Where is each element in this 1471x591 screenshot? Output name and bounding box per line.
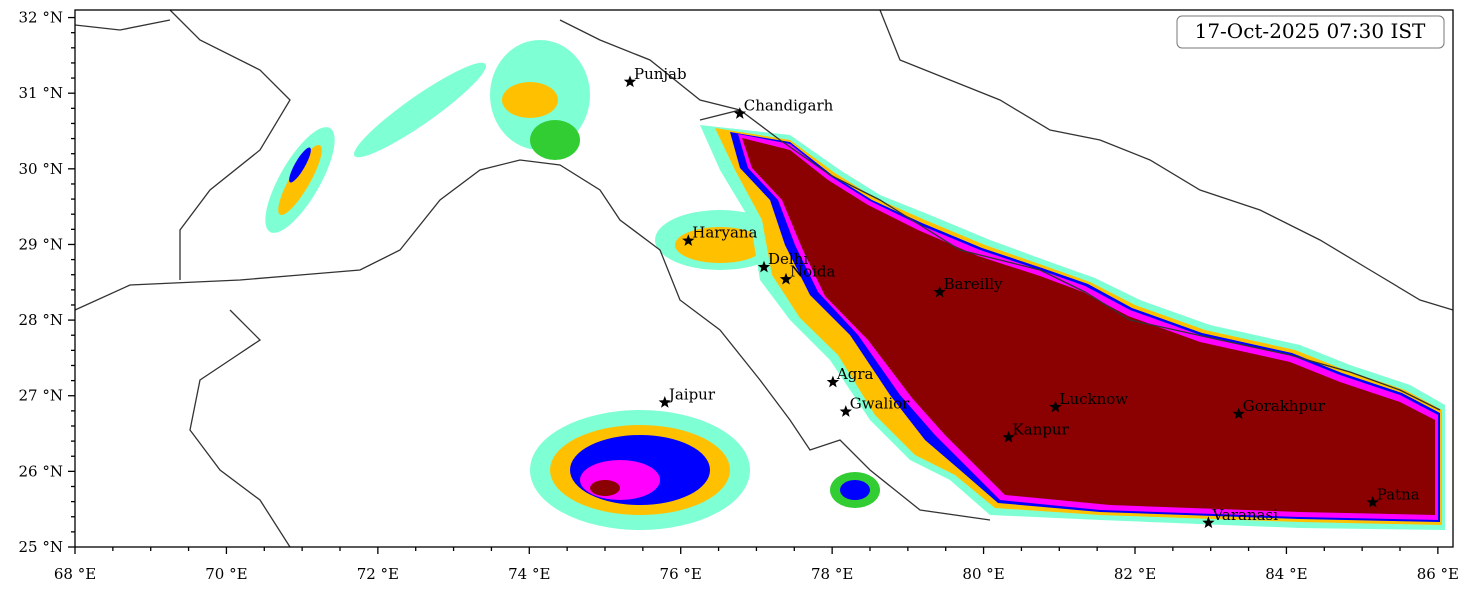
city-marker bbox=[682, 234, 695, 246]
axes: 68 °E 70 °E 72 °E 74 °E 76 °E 78 °E 80 °E 82 °E… bbox=[19, 9, 1459, 583]
city-marker bbox=[1002, 430, 1015, 443]
city-label: Varanasi bbox=[1211, 506, 1278, 524]
city-label: Chandigarh bbox=[744, 97, 834, 115]
city-marker bbox=[839, 405, 852, 417]
rain-area bbox=[742, 138, 1435, 515]
city-marker bbox=[658, 396, 671, 408]
city-marker bbox=[933, 285, 946, 298]
y-tick-label: 32 °N bbox=[19, 9, 63, 27]
y-tick-label: 29 °N bbox=[19, 235, 63, 253]
border bbox=[74, 19, 171, 31]
border bbox=[699, 109, 1441, 411]
y-tick-label: 25 °N bbox=[19, 538, 63, 556]
x-tick-label: 84 °E bbox=[1265, 565, 1307, 583]
x-tick-label: 70 °E bbox=[205, 565, 247, 583]
city-marker bbox=[779, 272, 793, 285]
x-tick-label: 72 °E bbox=[357, 565, 399, 583]
city-marker bbox=[733, 107, 746, 119]
y-tick-label: 27 °N bbox=[19, 387, 63, 405]
city-marker bbox=[623, 75, 637, 88]
city-label: Agra bbox=[836, 365, 874, 383]
timestamp-frame bbox=[1176, 15, 1445, 49]
timestamp: 17-Oct-2025 07:30 IST bbox=[1195, 19, 1426, 43]
city-label: Jaipur bbox=[667, 386, 716, 404]
rain-area bbox=[353, 62, 487, 158]
rain-area bbox=[289, 147, 311, 183]
rain-area bbox=[502, 82, 558, 118]
map-frame bbox=[74, 9, 1454, 548]
x-tick-label: 82 °E bbox=[1114, 565, 1156, 583]
city-marker bbox=[1232, 407, 1245, 420]
rain-area bbox=[530, 120, 580, 160]
rain-area bbox=[675, 227, 765, 263]
borders bbox=[74, 9, 1454, 548]
x-tick-label: 86 °E bbox=[1417, 565, 1459, 583]
city-label: Haryana bbox=[692, 224, 757, 242]
city-label: Kanpur bbox=[1013, 420, 1070, 438]
x-tick-label: 80 °E bbox=[962, 565, 1004, 583]
city-marker bbox=[826, 375, 840, 388]
x-tick-label: 78 °E bbox=[811, 565, 853, 583]
city-marker bbox=[1049, 400, 1062, 413]
y-tick-label: 30 °N bbox=[19, 160, 63, 178]
border bbox=[74, 159, 991, 521]
border bbox=[189, 309, 291, 548]
city-label: Gwalior bbox=[850, 395, 910, 413]
y-tick-label: 26 °N bbox=[19, 462, 63, 480]
x-tick-label: 76 °E bbox=[660, 565, 702, 583]
x-tick-label: 74 °E bbox=[508, 565, 550, 583]
border bbox=[169, 9, 291, 280]
city-label: Gorakhpur bbox=[1243, 397, 1326, 415]
timestamp-box: 17-Oct-2025 07:30 IST bbox=[1176, 15, 1445, 49]
city-label: Delhi bbox=[768, 250, 808, 268]
rain-area bbox=[590, 480, 620, 496]
city-label: Patna bbox=[1377, 485, 1420, 503]
border bbox=[559, 19, 741, 111]
rain-area bbox=[840, 480, 870, 500]
precipitation bbox=[265, 40, 1445, 530]
city-label: Lucknow bbox=[1060, 390, 1129, 408]
city-label: Punjab bbox=[634, 65, 687, 83]
y-tick-label: 31 °N bbox=[19, 84, 63, 102]
rain-area bbox=[278, 145, 322, 215]
city-marker bbox=[1202, 516, 1215, 529]
x-tick-label: 68 °E bbox=[54, 565, 96, 583]
rain-area bbox=[580, 460, 660, 500]
city-marker bbox=[1366, 495, 1379, 508]
y-tick-label: 28 °N bbox=[19, 311, 63, 329]
border bbox=[879, 9, 1454, 311]
city-label: Noida bbox=[790, 262, 836, 280]
city-marker bbox=[757, 260, 771, 273]
city-label: Bareilly bbox=[944, 275, 1003, 293]
